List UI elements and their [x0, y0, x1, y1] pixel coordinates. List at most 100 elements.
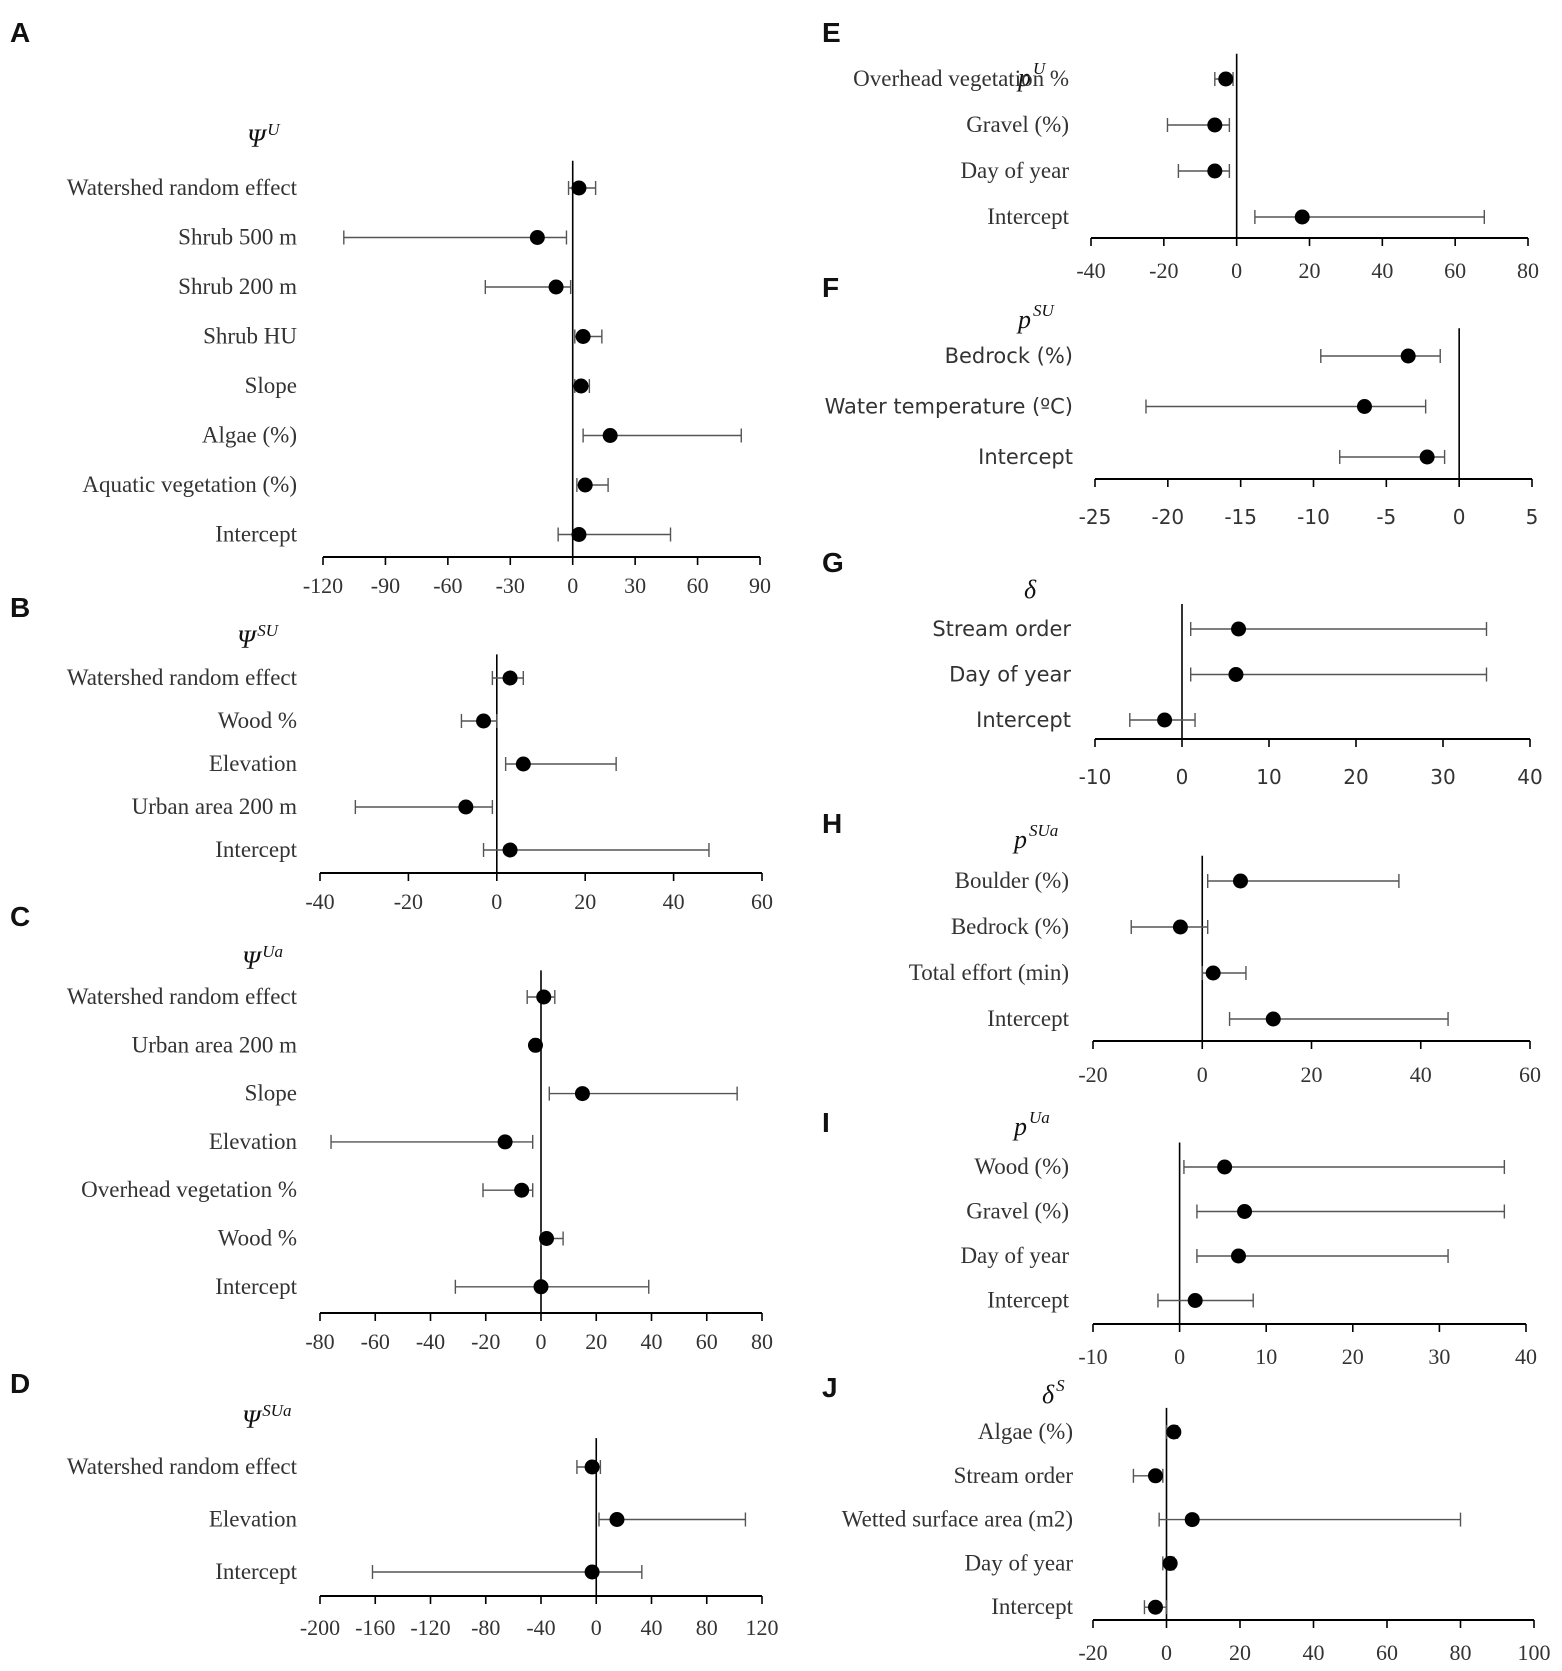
- row-label: Gravel (%): [966, 112, 1069, 137]
- x-tick-label: 20: [1342, 1344, 1364, 1369]
- parameter-superscript: Ua: [1029, 1108, 1050, 1127]
- estimate-point: [1400, 348, 1416, 364]
- panel-letter: I: [822, 1107, 830, 1138]
- estimate-point: [515, 756, 531, 772]
- x-tick-label: 60: [1519, 1062, 1541, 1087]
- row-label: Slope: [245, 373, 297, 398]
- estimate-point: [1184, 1512, 1200, 1528]
- estimate-point: [527, 1037, 543, 1053]
- x-tick-label: 100: [1518, 1640, 1551, 1665]
- panel-letter: C: [10, 901, 30, 932]
- x-tick-label: 20: [1343, 765, 1368, 789]
- parameter-title: Ψ Ua: [242, 942, 283, 975]
- parameter-superscript: SUa: [1029, 821, 1058, 840]
- x-tick-label: 30: [1430, 765, 1455, 789]
- estimate-point: [574, 1086, 590, 1102]
- panel-letter: H: [822, 808, 842, 839]
- row-label: Stream order: [954, 1463, 1074, 1488]
- estimate-point: [571, 180, 587, 196]
- panel-f: Fp SU -25 -20 -15 -10 -5 0 5 Bedrock (%) Water tem…: [822, 272, 1538, 529]
- x-tick-label: 0: [591, 1615, 602, 1640]
- x-tick-label: 40: [641, 1329, 663, 1354]
- row-label: Urban area 200 m: [132, 1032, 298, 1057]
- parameter-superscript: U: [267, 120, 281, 139]
- row-label: Total effort (min): [909, 960, 1069, 985]
- row-label: Intercept: [987, 204, 1069, 229]
- row-label: Intercept: [976, 708, 1071, 732]
- estimate-point: [1231, 621, 1247, 637]
- x-tick-label: 40: [641, 1615, 663, 1640]
- x-tick-label: 80: [1450, 1640, 1472, 1665]
- x-tick-label: 40: [1303, 1640, 1325, 1665]
- x-tick-label: 0: [491, 889, 502, 914]
- x-tick-label: 0: [1231, 258, 1242, 283]
- estimate-point: [602, 428, 618, 443]
- x-tick-label: 90: [749, 573, 771, 598]
- x-tick-label: 0: [536, 1329, 547, 1354]
- row-label: Day of year: [949, 663, 1071, 687]
- estimate-point: [1230, 1248, 1246, 1264]
- estimate-point: [1356, 399, 1372, 414]
- estimate-point: [539, 1231, 555, 1246]
- x-tick-label: -120: [410, 1615, 450, 1640]
- row-label: Gravel (%): [966, 1199, 1069, 1224]
- row-label: Intercept: [215, 837, 297, 862]
- panel-c: C Ψ Ua -80 -60 -40 -20 0 20 40 60 80 Watershed rando…: [10, 901, 773, 1354]
- row-label: Intercept: [215, 1559, 297, 1584]
- x-tick-label: -80: [305, 1329, 334, 1354]
- row-label: Day of year: [960, 1243, 1069, 1268]
- x-tick-label: 40: [663, 889, 685, 914]
- row-label: Algae (%): [202, 423, 297, 448]
- x-tick-label: -10: [1079, 765, 1112, 789]
- x-tick-label: 0: [1176, 765, 1189, 789]
- x-tick-label: 40: [1517, 765, 1542, 789]
- estimate-point: [1205, 965, 1221, 981]
- x-tick-label: 60: [1444, 258, 1466, 283]
- x-tick-label: 0: [1453, 505, 1466, 529]
- x-tick-label: -20: [1151, 505, 1184, 529]
- estimate-point: [1162, 1555, 1178, 1571]
- x-tick-label: -10: [1078, 1344, 1107, 1369]
- estimate-point: [458, 799, 474, 815]
- estimate-point: [502, 842, 518, 858]
- x-tick-label: -200: [300, 1615, 340, 1640]
- x-tick-label: 10: [1255, 1344, 1277, 1369]
- row-label: Stream order: [932, 617, 1071, 641]
- estimate-point: [575, 329, 591, 344]
- x-tick-label: -40: [416, 1329, 445, 1354]
- row-label: Aquatic vegetation (%): [82, 472, 297, 497]
- row-label: Intercept: [987, 1288, 1069, 1313]
- parameter-superscript: S: [1056, 1376, 1065, 1395]
- x-tick-label: 0: [1174, 1344, 1185, 1369]
- parameter-title: p SUa: [1012, 821, 1058, 854]
- x-tick-label: 60: [751, 889, 773, 914]
- parameter-superscript: SUa: [262, 1401, 291, 1420]
- row-label: Day of year: [960, 158, 1069, 183]
- x-tick-label: 80: [696, 1615, 718, 1640]
- row-label: Elevation: [209, 751, 298, 776]
- x-tick-label: -120: [303, 573, 343, 598]
- parameter-title: δ: [1024, 575, 1037, 604]
- row-label: Urban area 200 m: [132, 794, 298, 819]
- row-label: Wood (%): [974, 1154, 1069, 1179]
- estimate-point: [497, 1134, 513, 1150]
- x-tick-label: -20: [1078, 1062, 1107, 1087]
- row-label: Intercept: [215, 1274, 297, 1299]
- estimate-point: [502, 670, 518, 686]
- estimate-point: [1228, 667, 1244, 682]
- estimate-point: [1157, 712, 1173, 728]
- x-tick-label: -40: [1076, 258, 1105, 283]
- row-label: Day of year: [964, 1550, 1073, 1575]
- panel-letter: E: [822, 17, 841, 48]
- panel-h: Hp SUa -20 0 20 40 60 Boulder (%) Bedrock (%) Tot…: [822, 808, 1541, 1087]
- parameter-title: Ψ SU: [237, 621, 280, 654]
- panel-b: B Ψ SU -40 -20 0 20 40 60 Watershed random effect…: [10, 592, 773, 914]
- x-tick-label: -30: [496, 573, 525, 598]
- estimate-point: [609, 1512, 625, 1527]
- x-tick-label: 20: [1301, 1062, 1323, 1087]
- row-label: Shrub 500 m: [178, 225, 297, 250]
- x-tick-label: 60: [1376, 1640, 1398, 1665]
- x-tick-label: 120: [746, 1615, 779, 1640]
